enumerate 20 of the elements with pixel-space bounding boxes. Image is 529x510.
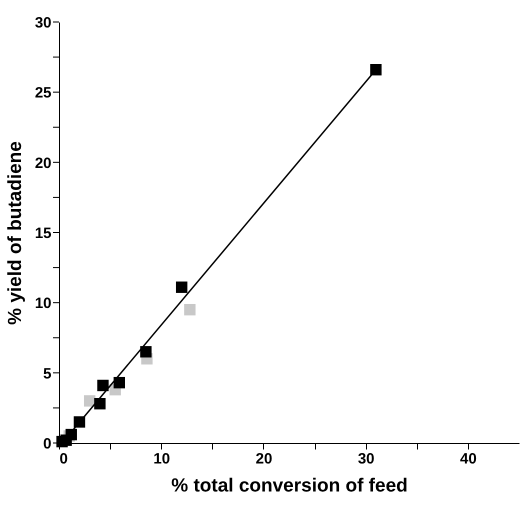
point (184, 304, 196, 316)
point (94, 398, 106, 410)
y-tick-label: 20 (34, 154, 52, 172)
y-tick-label: 15 (34, 225, 52, 242)
point (140, 346, 152, 358)
y-axis-title: % yield of butadiene (4, 141, 26, 325)
y-tick-label: 30 (34, 14, 52, 32)
x-tick-label: 40 (460, 450, 477, 468)
x-tick-label: 10 (153, 450, 170, 468)
x-axis-title: % total conversion of feed (171, 476, 408, 496)
point (176, 282, 188, 293)
x-tick-label: 20 (256, 450, 272, 468)
x-tick-label: 30 (358, 450, 375, 468)
y-tick-label: 5 (43, 365, 52, 382)
y-tick-label: 10 (34, 295, 52, 312)
y-tick-label: 0 (43, 436, 52, 452)
x-tick-label: 0 (60, 450, 68, 468)
y-tick-label: 25 (34, 84, 52, 102)
point (370, 64, 382, 76)
point (114, 376, 126, 388)
